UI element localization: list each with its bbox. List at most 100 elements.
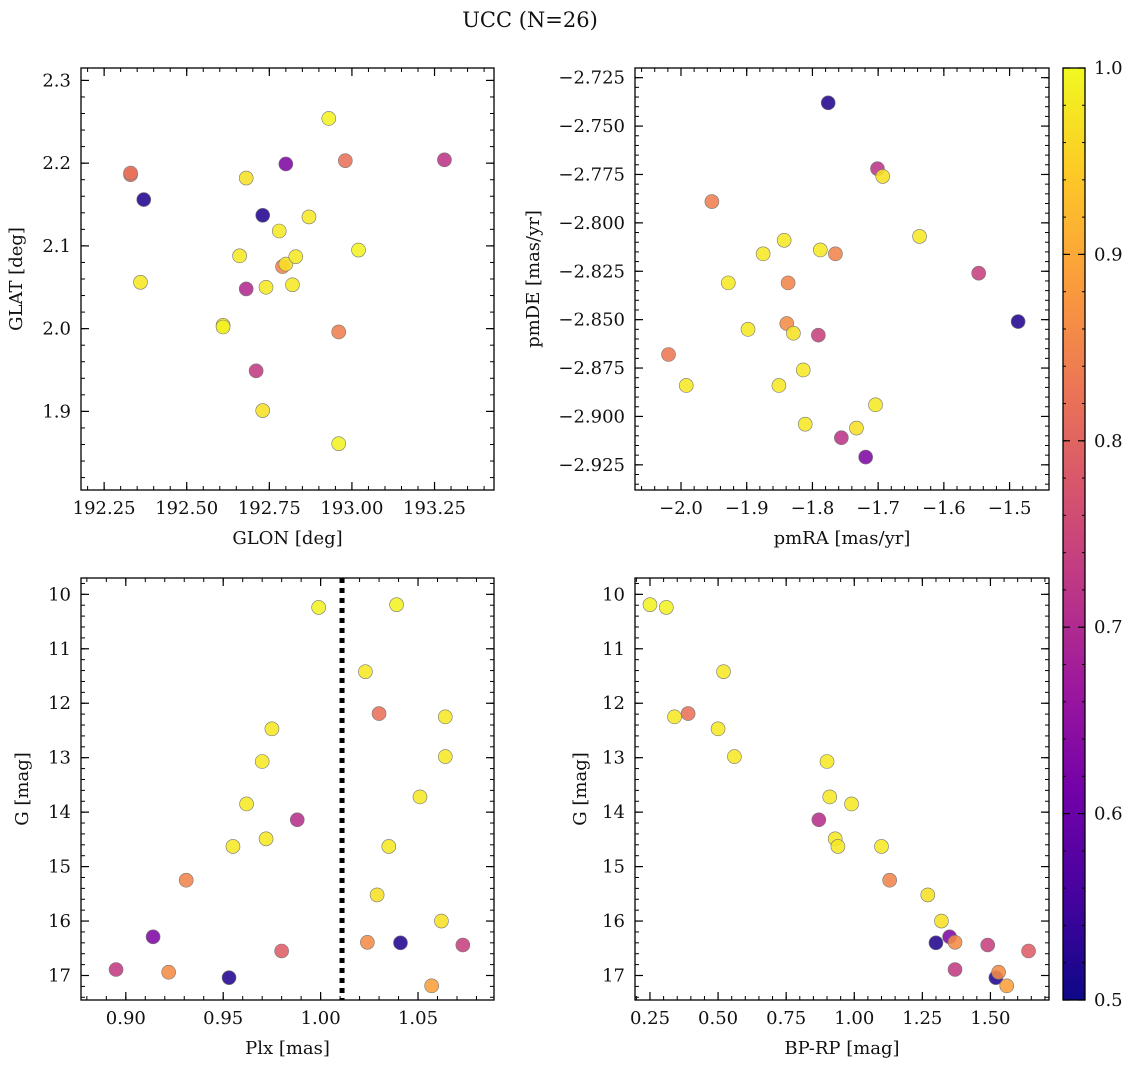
colorbar-tick-label: 1.0: [1094, 58, 1123, 79]
scatter-point: [225, 839, 241, 854]
x-tick-label: −1.9: [725, 498, 769, 519]
x-tick-label: 1.50: [970, 1008, 1010, 1029]
plot-frame: [634, 67, 1050, 491]
scatter-point: [811, 812, 827, 828]
scatter-point: [830, 839, 846, 854]
scatter-points: [108, 597, 471, 994]
scatter-point: [321, 111, 337, 126]
y-tick-label: 11: [602, 639, 625, 660]
scatter-points: [642, 597, 1036, 994]
y-tick-label: −2.825: [558, 261, 625, 282]
panel-bprp-g: 0.25 0.50 0.75 1.00 1.25 1.50 10 11 12 13 14 15 16 17…: [570, 577, 1050, 1059]
scatter-point: [437, 709, 453, 725]
scatter-point: [455, 937, 471, 953]
y-axis-label: pmDE [mas/yr]: [523, 210, 544, 348]
x-tick-label: 193.25: [403, 498, 466, 519]
scatter-point: [934, 913, 949, 929]
plot-frame: [80, 577, 495, 1001]
scatter-point: [727, 749, 742, 764]
scatter-point: [178, 872, 194, 888]
minor-ticks: [635, 67, 1050, 490]
y-tick-label: 2.1: [42, 236, 71, 257]
x-tick-label: −2.0: [659, 498, 703, 519]
x-axis-label: Plx [mas]: [245, 1038, 330, 1059]
scatter-point: [360, 934, 375, 950]
panel-glon-glat: 192.25 192.50 192.75 193.00 193.25 1.9 2.0 2.1 2…: [6, 67, 495, 549]
colorbar-tick-label: 0.8: [1094, 431, 1123, 452]
x-tick-label: 192.25: [73, 498, 136, 519]
scatter-point: [667, 709, 682, 725]
colorbar-gradient: [1062, 67, 1086, 1001]
y-tick-label: 13: [48, 748, 71, 769]
scatter-point: [822, 789, 838, 805]
y-tick-label: −2.775: [558, 164, 625, 185]
scatter-point: [980, 937, 996, 953]
y-tick-label: −2.800: [558, 213, 625, 234]
y-tick-label: 1.9: [42, 401, 71, 422]
scatter-point: [740, 322, 756, 337]
colorbar-tick-label: 0.7: [1094, 617, 1123, 638]
y-tick-label: 13: [602, 748, 625, 769]
scatter-point: [278, 256, 294, 272]
scatter-point: [771, 378, 787, 393]
y-tick-label: −2.725: [558, 68, 625, 89]
scatter-point: [780, 275, 796, 291]
colorbar-tick-label: 0.6: [1094, 804, 1123, 825]
panel-pmra-pmde: −2.0 −1.9 −1.8 −1.7 −1.6 −1.5 −2.725 −2.750 −2.7…: [523, 67, 1050, 549]
x-axis-label: pmRA [mas/yr]: [774, 528, 911, 549]
figure-title: UCC (N=26): [462, 8, 598, 32]
y-axis-label: G [mag]: [570, 752, 591, 825]
scatter-point: [238, 170, 254, 186]
scatter-point: [338, 153, 353, 168]
scatter-point: [680, 706, 696, 721]
y-tick-label: 12: [602, 693, 625, 714]
scatter-point: [776, 232, 792, 248]
x-tick-label: −1.7: [856, 498, 900, 519]
scatter-point: [133, 275, 148, 290]
scatter-point: [755, 246, 771, 262]
scatter-point: [1010, 314, 1026, 329]
scatter-point: [704, 194, 720, 209]
scatter-point: [369, 887, 385, 903]
scatter-point: [123, 165, 138, 181]
y-tick-label: 2.0: [42, 319, 71, 340]
scatter-point: [642, 597, 658, 612]
y-tick-label: 10: [602, 584, 625, 605]
scatter-points: [661, 95, 1026, 465]
scatter-point: [285, 277, 300, 293]
plot-frame: [634, 577, 1050, 1001]
scatter-point: [912, 229, 927, 244]
y-tick-label: 15: [48, 857, 71, 878]
scatter-point: [947, 934, 963, 950]
scatter-point: [849, 420, 864, 436]
scatter-point: [381, 839, 397, 854]
y-tick-label: 2.3: [42, 70, 71, 91]
scatter-point: [288, 249, 304, 264]
y-tick-label: 10: [48, 584, 71, 605]
scatter-point: [215, 319, 231, 335]
scatter-point: [875, 169, 891, 184]
scatter-point: [991, 964, 1006, 980]
y-tick-label: −2.925: [558, 455, 625, 476]
scatter-point: [351, 242, 366, 258]
scatter-point: [716, 664, 731, 679]
scatter-point: [358, 664, 373, 679]
scatter-point: [232, 248, 247, 264]
scatter-point: [874, 839, 889, 854]
colorbar-tick-label: 0.9: [1094, 244, 1123, 265]
scatter-point: [795, 362, 811, 378]
x-tick-label: 0.25: [630, 1008, 670, 1029]
scatter-point: [920, 887, 936, 903]
scatter-point: [389, 597, 404, 612]
panel-plx-g: 0.90 0.95 1.00 1.05 10 11 12 13 14 15 16 17 Plx [mas…: [12, 577, 495, 1059]
scatter-points: [123, 111, 452, 451]
x-tick-label: 192.50: [155, 498, 218, 519]
x-axis-label: GLON [deg]: [232, 528, 342, 549]
minor-ticks: [635, 578, 1049, 1000]
scatter-point: [882, 872, 897, 888]
x-tick-label: 1.05: [398, 1008, 438, 1029]
y-tick-label: 12: [48, 693, 71, 714]
scatter-point: [928, 935, 944, 951]
x-axis-label: BP-RP [mag]: [784, 1038, 899, 1059]
